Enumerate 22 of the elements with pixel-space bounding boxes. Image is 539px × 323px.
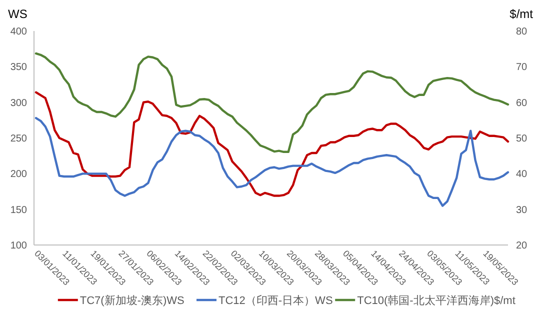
y-axis-title: WS	[8, 7, 28, 21]
y-tick-label: 100	[10, 240, 28, 252]
y-tick-label: 400	[10, 26, 28, 38]
legend-label: TC10(韩国-北太平洋西海岸)$/mt	[357, 294, 516, 307]
y-tick-label: 150	[10, 204, 28, 216]
y-tick-label: 350	[10, 62, 28, 74]
y2-axis-title: $/mt	[510, 7, 534, 21]
y-tick-label: 250	[10, 134, 28, 144]
line-series	[34, 116, 510, 207]
line-series	[34, 52, 510, 154]
y-tick-label: 200	[10, 169, 28, 180]
y2-tick-label: 80	[516, 26, 528, 38]
y-tick-label: 300	[10, 98, 28, 109]
line-series	[34, 91, 510, 197]
y2-tick-label: 20	[516, 240, 528, 252]
y2-tick-label: 30	[516, 204, 528, 216]
y2-tick-label: 60	[516, 98, 528, 109]
y2-tick-label: 50	[516, 134, 528, 144]
y2-tick-label: 70	[516, 62, 528, 74]
y2-tick-label: 40	[516, 169, 528, 180]
legend-label: TC7(新加坡-澳东)WS	[80, 294, 184, 307]
legend-label: TC12（印西-日本）WS	[218, 294, 333, 307]
